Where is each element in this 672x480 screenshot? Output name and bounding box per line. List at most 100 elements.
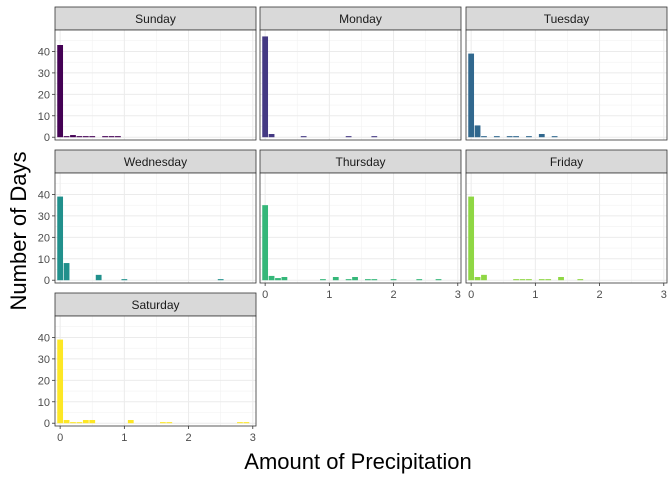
histogram-bar [275,278,281,281]
facet-panel-saturday: Saturday 0 10 20 30 40 0 1 2 3 [38,292,257,444]
histogram-bar [63,419,70,424]
x-tick-label: 3 [250,432,256,444]
histogram-bar [243,422,250,424]
y-tick-label: 20 [38,232,50,244]
histogram-bar [435,279,442,281]
facet-strip-label: Friday [550,155,583,169]
y-tick-label: 40 [38,189,50,201]
histogram-bar [332,276,339,281]
y-tick-label: 0 [44,418,50,430]
facet-strip-label: Tuesday [544,12,590,26]
histogram-bar [57,339,64,424]
y-tick-label: 20 [38,375,50,387]
x-tick-label: 0 [468,289,474,301]
histogram-bar [262,36,269,138]
y-tick-label: 30 [38,68,50,80]
y-tick-label: 40 [38,332,50,344]
x-tick-label: 3 [661,289,667,301]
histogram-bar [558,276,564,281]
histogram-bar [538,133,545,138]
panel-background [55,30,256,140]
facet-panel-sunday: Sunday 0 10 20 30 40 [38,6,257,144]
histogram-bar [371,136,378,138]
facet-panel-friday: Friday 0 1 2 3 [465,149,668,301]
histogram-bar [63,263,70,281]
panel-border [465,29,668,141]
histogram-bar [57,196,64,281]
facet-strip-label: Thursday [335,155,385,169]
histogram-bar [121,279,128,281]
y-tick-label: 40 [38,46,50,58]
panel-background [260,30,461,140]
x-tick-label: 1 [121,432,127,444]
histogram-bar [390,279,397,281]
x-tick-label: 2 [597,289,603,301]
histogram-bar [70,135,76,138]
histogram-bar [300,136,307,138]
facet-strip-label: Saturday [131,298,179,312]
histogram-bar [89,136,96,138]
facet-panel-thursday: Thursday 0 1 2 3 [259,149,462,301]
histogram-bar [166,422,173,424]
panel-border [54,29,257,141]
histogram-bar [352,276,358,281]
histogram-bar [416,279,423,281]
panel-border [54,172,257,284]
histogram-bar [513,136,519,138]
histogram-bar [493,136,500,138]
histogram-bar [320,279,326,281]
histogram-bar [513,279,519,281]
histogram-bar [345,136,352,138]
histogram-bar [63,136,70,138]
histogram-bar [127,419,134,424]
facet-panel-wednesday: Wednesday 0 10 20 30 40 [38,149,257,287]
histogram-bar [76,136,83,138]
y-tick-label: 0 [44,275,50,287]
histogram-bar [237,422,243,424]
histogram-bar [551,136,558,138]
panel-border [259,172,462,284]
y-tick-label: 30 [38,354,50,366]
x-tick-label: 1 [532,289,538,301]
histogram-bar [545,279,552,281]
y-tick-label: 0 [44,132,50,144]
y-tick-label: 10 [38,111,50,123]
x-tick-label: 0 [262,289,268,301]
y-tick-label: 30 [38,211,50,223]
y-tick-label: 10 [38,254,50,266]
histogram-bar [159,422,166,424]
facet-strip-label: Wednesday [124,155,187,169]
histogram-bar [468,196,475,281]
histogram-bar [364,279,371,281]
panel-background [55,173,256,283]
histogram-bar [102,136,108,138]
histogram-bar [281,276,288,281]
facet-panel-tuesday: Tuesday [465,6,668,141]
histogram-bar [57,45,64,138]
y-tick-label: 20 [38,89,50,101]
panel-background [466,30,667,140]
histogram-bar [519,279,526,281]
histogram-bar [481,274,487,281]
histogram-bar [217,279,224,281]
x-tick-label: 1 [326,289,332,301]
x-tick-label: 3 [455,289,461,301]
histogram-bar [268,133,275,138]
histogram-bar [115,136,121,138]
histogram-bar [526,279,532,281]
histogram-bar [108,136,115,138]
histogram-bar [506,136,513,138]
panel-background [55,316,256,426]
histogram-bar [526,136,532,138]
histogram-bar [82,419,89,424]
facet-panel-monday: Monday [259,6,462,141]
panel-border [465,172,668,284]
histogram-bar [89,419,96,424]
panel-border [54,315,257,427]
y-axis-title: Number of Days [6,152,31,311]
histogram-bar [481,136,487,138]
facet-strip-label: Monday [339,12,382,26]
histogram-bar [474,125,481,138]
